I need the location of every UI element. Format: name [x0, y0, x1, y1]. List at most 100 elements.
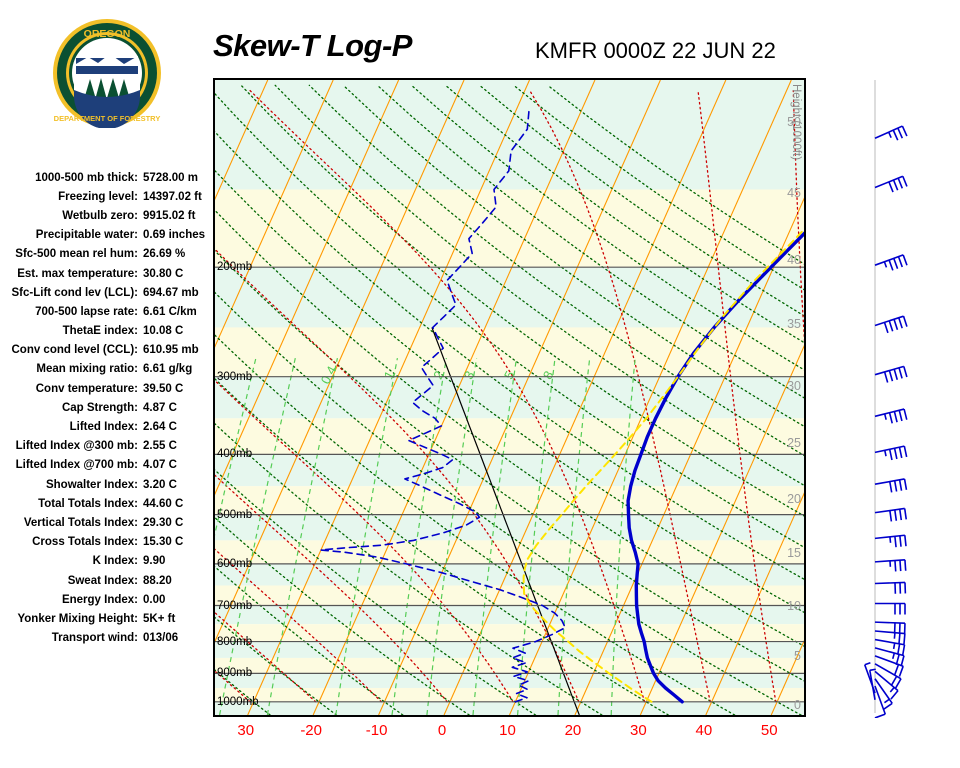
seal-text-top: OREGON: [84, 28, 131, 40]
skewt-chart: 0.412358 200mb300mb400mb500mb600mb700mb8…: [213, 78, 806, 717]
parameter-label: Total Totals Index:: [10, 498, 143, 510]
wind-barb: [875, 176, 907, 192]
parameter-row: Showalter Index:3.20 C: [10, 475, 200, 494]
parameter-row: Conv temperature:39.50 C: [10, 379, 200, 398]
parameter-label: 1000-500 mb thick:: [10, 172, 143, 184]
parameter-value: 610.95 mb: [143, 344, 200, 356]
parameter-row: Lifted Index @700 mb:4.07 C: [10, 456, 200, 475]
wind-barb: [875, 560, 906, 572]
wind-barb: [875, 535, 906, 547]
parameter-label: Energy Index:: [10, 594, 143, 606]
height-tick-label: 45: [787, 186, 801, 200]
parameter-row: Wetbulb zero:9915.02 ft: [10, 206, 200, 225]
parameter-label: Showalter Index:: [10, 479, 143, 491]
parameter-row: 1000-500 mb thick:5728.00 m: [10, 168, 200, 187]
parameter-value: 9915.02 ft: [143, 210, 200, 222]
temperature-axis: 30-20-1001020304050: [213, 722, 813, 750]
parameter-value: 10.08 C: [143, 325, 200, 337]
parameter-label: Sweat Index:: [10, 575, 143, 587]
pressure-tick-label: 500mb: [217, 509, 252, 521]
parameter-label: Lifted Index @700 mb:: [10, 459, 143, 471]
temperature-tick-label: 0: [438, 722, 446, 739]
height-tick-label: 0: [794, 698, 801, 712]
parameter-label: Cap Strength:: [10, 402, 143, 414]
parameter-row: Sweat Index:88.20: [10, 571, 200, 590]
parameter-value: 0.00: [143, 594, 200, 606]
skewt-traces: [215, 80, 804, 715]
parameter-label: Cross Totals Index:: [10, 536, 143, 548]
parameter-label: Transport wind:: [10, 632, 143, 644]
pressure-tick-label: 600mb: [217, 558, 252, 570]
parameter-label: Sfc-500 mean rel hum:: [10, 248, 143, 260]
wind-barb: [875, 255, 907, 270]
parameter-row: Precipitable water:0.69 inches: [10, 226, 200, 245]
wind-barb: [875, 316, 907, 333]
wind-barb: [875, 582, 905, 593]
parameter-label: Conv cond level (CCL):: [10, 344, 143, 356]
parameter-label: Vertical Totals Index:: [10, 517, 143, 529]
station-datetime-label: KMFR 0000Z 22 JUN 22: [535, 38, 776, 64]
parameter-row: Energy Index:0.00: [10, 590, 200, 609]
height-axis-title: Height (1000ft): [790, 84, 802, 160]
wind-barb: [875, 409, 907, 423]
temperature-tick-label: 50: [761, 722, 778, 739]
parameter-value: 39.50 C: [143, 383, 200, 395]
wind-barb-panel: [835, 78, 960, 718]
parameter-row: Cap Strength:4.87 C: [10, 398, 200, 417]
parameter-row: Yonker Mixing Height:5K+ ft: [10, 609, 200, 628]
sounding-parameters-panel: 1000-500 mb thick:5728.00 mFreezing leve…: [10, 168, 200, 648]
parameter-row: K Index:9.90: [10, 552, 200, 571]
parameter-value: 15.30 C: [143, 536, 200, 548]
parameter-row: Sfc-500 mean rel hum:26.69 %: [10, 245, 200, 264]
temperature-tick-label: 10: [499, 722, 516, 739]
height-tick-label: 40: [787, 253, 801, 267]
parameter-value: 5728.00 m: [143, 172, 200, 184]
parameter-row: Transport wind:013/06: [10, 629, 200, 648]
height-tick-label: 15: [787, 546, 801, 560]
parameter-value: 4.87 C: [143, 402, 200, 414]
parameter-row: Sfc-Lift cond lev (LCL):694.67 mb: [10, 283, 200, 302]
parameter-value: 44.60 C: [143, 498, 200, 510]
parameter-value: 30.80 C: [143, 268, 200, 280]
parameter-row: Mean mixing ratio:6.61 g/kg: [10, 360, 200, 379]
temperature-tick-label: 30: [630, 722, 647, 739]
pressure-tick-label: 300mb: [217, 371, 252, 383]
pressure-tick-label: 400mb: [217, 448, 252, 460]
height-tick-label: 5: [794, 649, 801, 663]
parameter-row: Total Totals Index:44.60 C: [10, 494, 200, 513]
wind-barb: [875, 604, 905, 615]
temperature-tick-label: -10: [366, 722, 388, 739]
parameter-row: Freezing level:14397.02 ft: [10, 187, 200, 206]
skewt-plot-area: 0.412358 200mb300mb400mb500mb600mb700mb8…: [215, 80, 804, 715]
parameter-row: Lifted Index:2.64 C: [10, 417, 200, 436]
parameter-row: Lifted Index @300 mb:2.55 C: [10, 437, 200, 456]
wind-barb: [875, 479, 906, 492]
parameter-value: 2.64 C: [143, 421, 200, 433]
parameter-value: 2.55 C: [143, 440, 200, 452]
height-tick-label: 10: [787, 599, 801, 613]
parameter-label: ThetaE index:: [10, 325, 143, 337]
parameter-label: Precipitable water:: [10, 229, 143, 241]
temperature-tick-label: -20: [300, 722, 322, 739]
parameter-row: Vertical Totals Index:29.30 C: [10, 513, 200, 532]
parameter-row: Cross Totals Index:15.30 C: [10, 533, 200, 552]
parameter-label: Conv temperature:: [10, 383, 143, 395]
parameter-value: 5K+ ft: [143, 613, 200, 625]
parameter-value: 88.20: [143, 575, 200, 587]
parameter-value: 013/06: [143, 632, 200, 644]
wind-barb: [875, 640, 905, 656]
parameter-label: Wetbulb zero:: [10, 210, 143, 222]
pressure-tick-label: 200mb: [217, 261, 252, 273]
parameter-label: Freezing level:: [10, 191, 143, 203]
parameter-label: Sfc-Lift cond lev (LCL):: [10, 287, 143, 299]
temperature-tick-label: 40: [695, 722, 712, 739]
wind-barb: [865, 663, 875, 693]
trace-dewpoint: [321, 111, 565, 702]
wind-barb: [875, 508, 906, 521]
wind-barb: [875, 126, 907, 140]
parameter-label: Est. max temperature:: [10, 268, 143, 280]
parameter-value: 14397.02 ft: [143, 191, 202, 203]
parameter-label: 700-500 lapse rate:: [10, 306, 143, 318]
wind-barb: [875, 366, 907, 382]
parameter-label: Lifted Index @300 mb:: [10, 440, 143, 452]
